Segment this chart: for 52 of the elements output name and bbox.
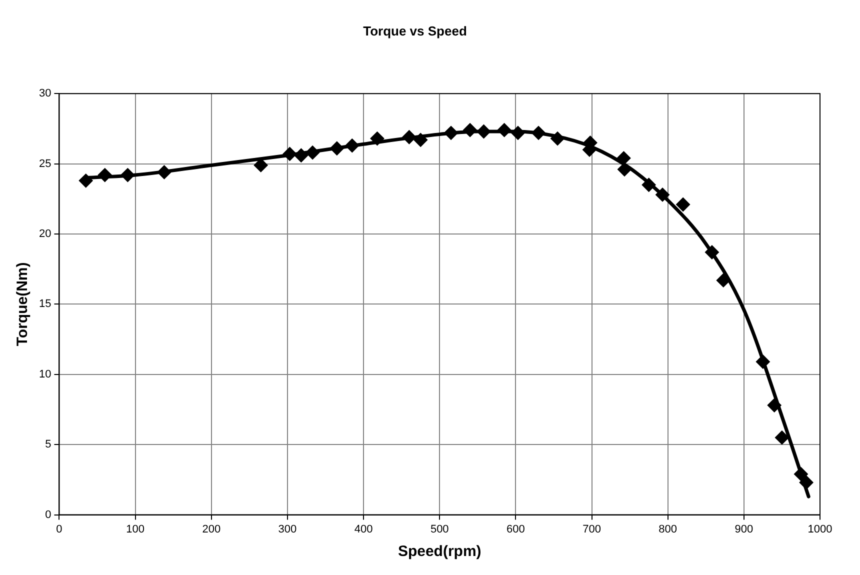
point — [282, 146, 297, 161]
y-tick-label: 0 — [45, 508, 52, 521]
x-tick-label: 100 — [126, 523, 144, 536]
y-tick-label: 5 — [45, 438, 52, 451]
point — [799, 476, 814, 490]
x-tick-label: 400 — [354, 523, 373, 536]
point — [306, 146, 320, 160]
point — [444, 126, 458, 140]
point — [642, 178, 656, 192]
y-tick-label: 15 — [38, 298, 52, 310]
point — [510, 126, 525, 140]
point — [550, 132, 565, 146]
point — [120, 168, 135, 182]
x-tick-label: 800 — [658, 523, 678, 536]
point — [704, 245, 719, 260]
x-tick-label: 600 — [506, 523, 525, 536]
x-tick-label: 0 — [56, 523, 62, 536]
x-axis-title: Speed(rpm) — [398, 543, 482, 560]
point — [676, 198, 690, 212]
point — [794, 467, 808, 482]
x-tick-label: 500 — [430, 523, 449, 536]
point — [402, 130, 416, 144]
x-tick-label: 1000 — [808, 523, 832, 536]
x-tick-label: 700 — [582, 523, 601, 536]
x-tick-label: 900 — [734, 523, 754, 536]
point — [463, 123, 478, 138]
point — [157, 165, 172, 180]
chart-title: Torque vs Speed — [363, 23, 467, 38]
y-tick-label: 30 — [38, 88, 52, 100]
point — [254, 158, 268, 172]
point — [414, 132, 428, 147]
point — [78, 174, 93, 188]
y-tick-label: 20 — [38, 228, 52, 240]
point — [476, 124, 491, 139]
point — [294, 148, 308, 162]
x-tick-label: 200 — [202, 523, 221, 536]
point — [532, 126, 546, 140]
point — [370, 132, 384, 146]
y-tick-label: 25 — [38, 158, 52, 170]
point — [345, 138, 360, 153]
point — [330, 141, 344, 156]
point — [98, 168, 112, 182]
point — [716, 273, 730, 288]
point — [767, 398, 782, 412]
point — [774, 430, 789, 445]
point — [497, 123, 512, 138]
point — [756, 354, 770, 369]
x-tick-label: 300 — [278, 523, 297, 536]
y-axis-title: Torque(Nm) — [14, 262, 32, 346]
y-tick-label: 10 — [38, 368, 52, 380]
point — [656, 188, 670, 202]
point — [616, 151, 631, 166]
